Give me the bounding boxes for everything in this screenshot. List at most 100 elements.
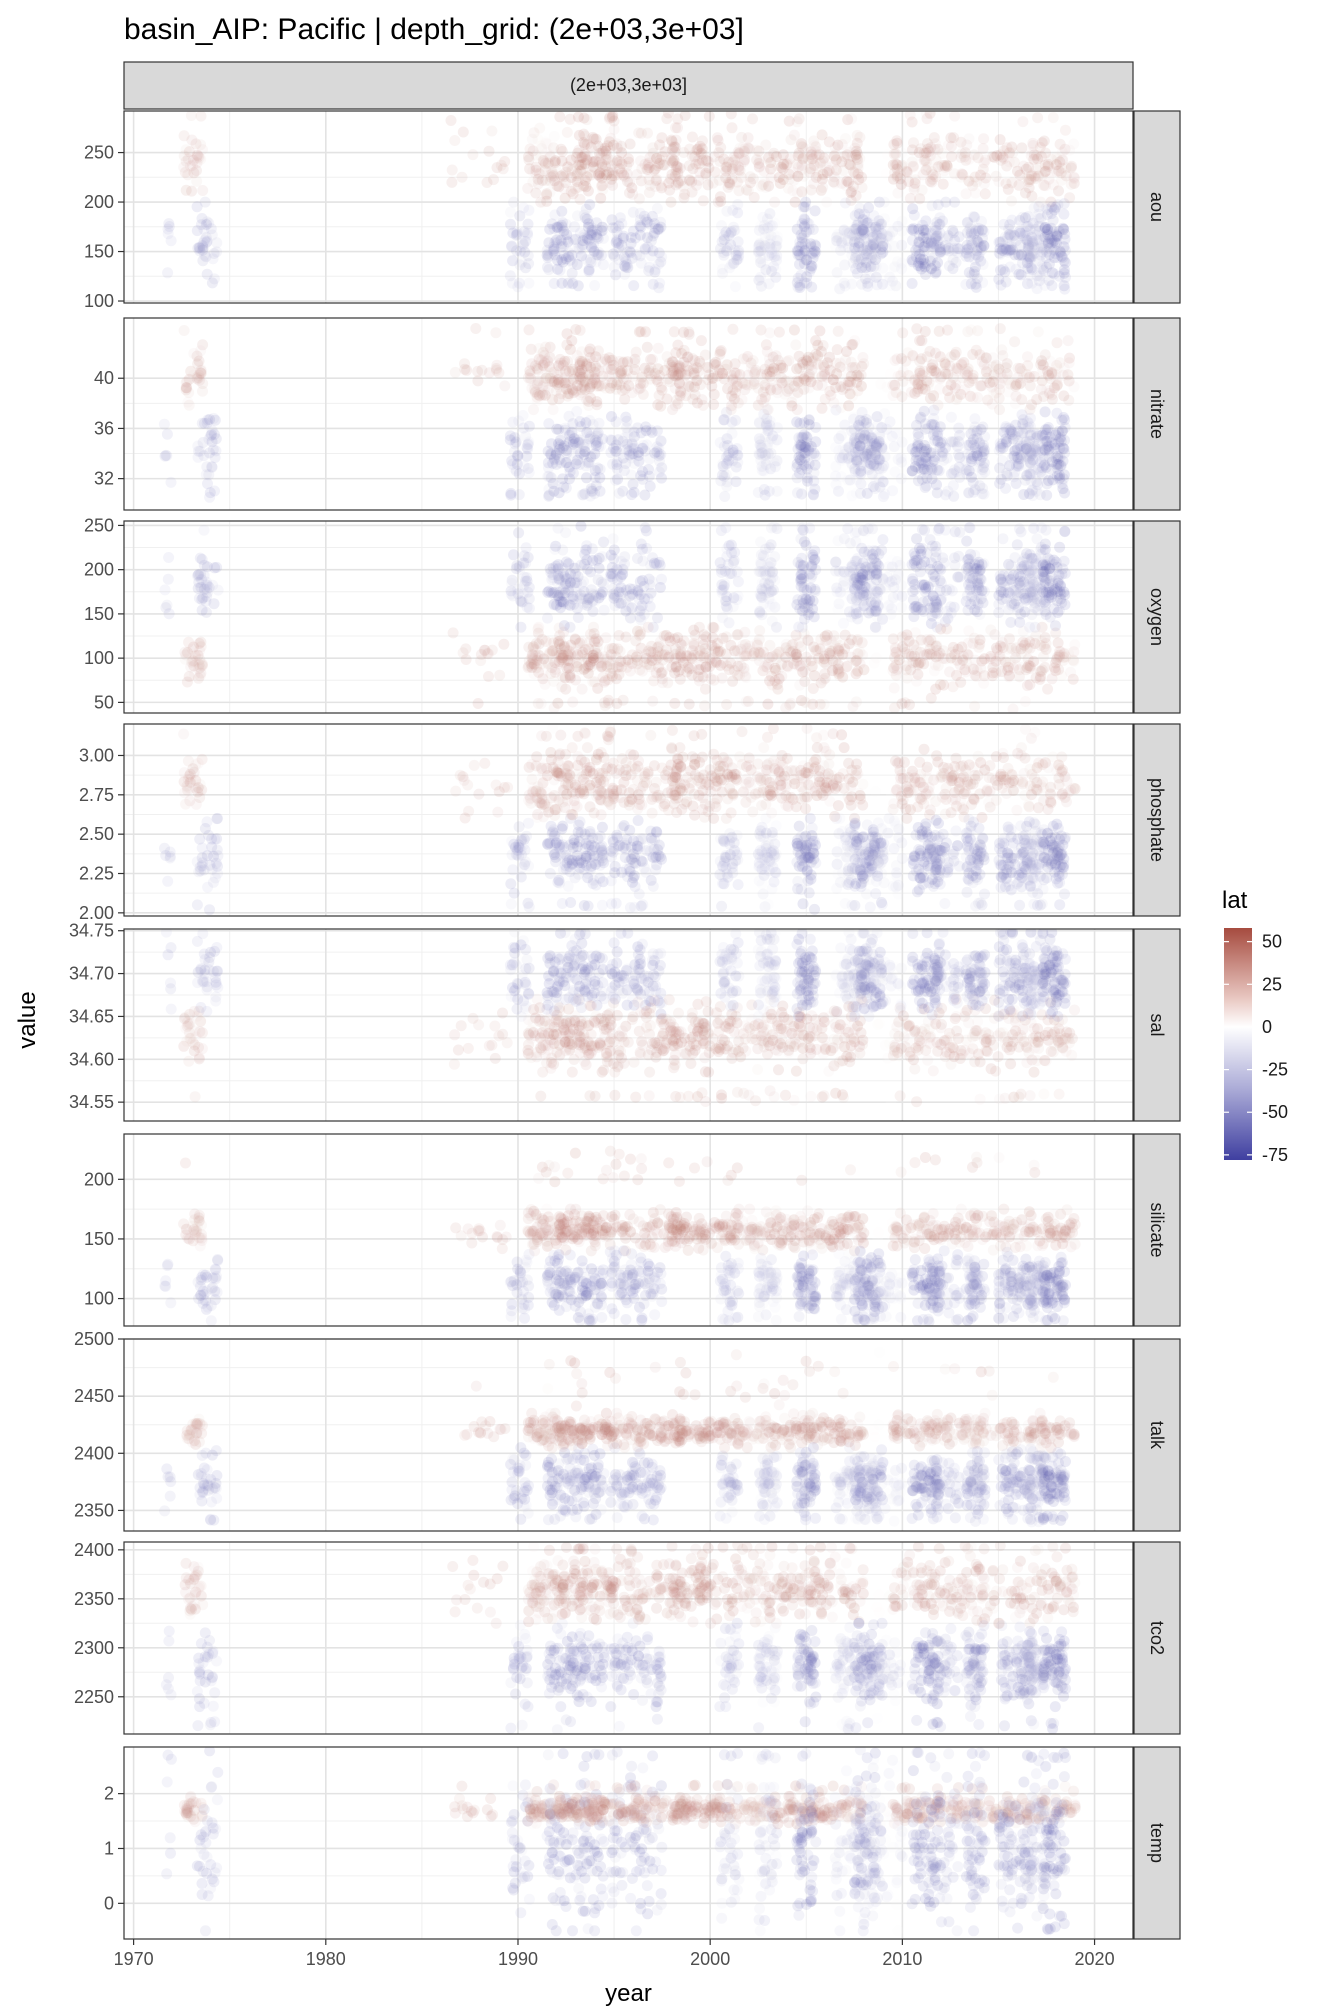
data-point [573, 437, 585, 449]
data-point [1018, 160, 1030, 172]
data-point [721, 205, 733, 217]
data-point [212, 584, 224, 596]
data-point [772, 160, 784, 172]
data-point [796, 160, 808, 171]
data-point [159, 450, 171, 462]
data-point [801, 254, 813, 266]
data-point [1034, 270, 1046, 282]
data-point [539, 357, 551, 369]
data-point [1046, 456, 1058, 468]
data-point [563, 246, 575, 258]
data-point [1017, 116, 1029, 128]
data-point [182, 153, 194, 165]
data-point [774, 177, 786, 189]
data-point [891, 353, 903, 365]
data-point [539, 381, 551, 393]
data-point [579, 384, 591, 395]
data-point [578, 231, 590, 243]
data-point [525, 372, 537, 384]
data-point [1019, 444, 1031, 456]
data-point [197, 185, 209, 196]
data-point [794, 454, 806, 466]
data-point [522, 218, 534, 230]
data-point [702, 374, 714, 386]
data-point [888, 240, 900, 252]
data-point [1016, 394, 1028, 406]
data-point [849, 236, 860, 248]
data-point [1058, 255, 1070, 267]
data-point [165, 235, 177, 247]
data-point [1014, 226, 1025, 237]
data-point [761, 420, 772, 432]
data-point [578, 137, 589, 148]
data-point [616, 365, 628, 377]
data-point [192, 451, 204, 463]
data-point [178, 161, 190, 173]
data-point [571, 151, 582, 163]
data-point [1042, 224, 1054, 235]
data-point [655, 256, 667, 268]
data-point [490, 327, 502, 339]
data-point [1008, 229, 1020, 241]
data-point [858, 211, 870, 223]
data-point [919, 451, 931, 463]
data-point [555, 234, 567, 246]
data-point [683, 379, 695, 391]
data-point [767, 244, 779, 256]
data-point [819, 668, 831, 680]
data-point [639, 362, 651, 374]
data-point [851, 435, 862, 447]
data-point [760, 339, 772, 351]
data-point [456, 171, 468, 183]
data-point [564, 429, 576, 441]
data-point [577, 357, 588, 369]
data-point [564, 388, 576, 400]
data-point [777, 149, 789, 161]
data-point [567, 384, 579, 396]
data-point [683, 698, 695, 710]
data-point [620, 373, 632, 385]
data-point [761, 369, 773, 380]
data-point [758, 484, 770, 495]
data-point [1024, 662, 1036, 674]
data-point [709, 166, 721, 178]
data-point [552, 697, 564, 709]
data-point [858, 225, 870, 237]
data-point [672, 369, 684, 381]
data-point [528, 384, 540, 396]
data-point [556, 219, 568, 231]
data-point [565, 154, 577, 166]
data-point [573, 155, 585, 167]
data-point [854, 202, 866, 214]
data-point [639, 522, 651, 534]
data-point [541, 189, 553, 201]
data-point [786, 396, 798, 408]
data-point [590, 440, 602, 452]
data-point [532, 178, 544, 190]
data-point [1028, 242, 1040, 253]
data-point [912, 375, 924, 387]
data-point [866, 238, 878, 250]
data-point [499, 156, 511, 167]
data-point [1042, 160, 1054, 172]
data-point [1055, 247, 1066, 259]
data-point [643, 174, 655, 186]
data-point [207, 444, 219, 456]
data-point [548, 142, 559, 154]
data-point [583, 218, 595, 230]
data-point [797, 153, 809, 165]
data-point [794, 362, 806, 374]
data-point [690, 158, 702, 170]
data-point [866, 444, 878, 456]
data-point [857, 525, 869, 537]
data-point [878, 460, 890, 472]
data-point [920, 455, 932, 467]
data-point [794, 241, 805, 253]
data-point [713, 174, 725, 186]
data-point [546, 574, 558, 586]
data-point [892, 187, 904, 199]
data-point [726, 400, 738, 412]
data-point [851, 474, 863, 486]
data-point [1056, 154, 1068, 166]
data-point [861, 241, 873, 253]
